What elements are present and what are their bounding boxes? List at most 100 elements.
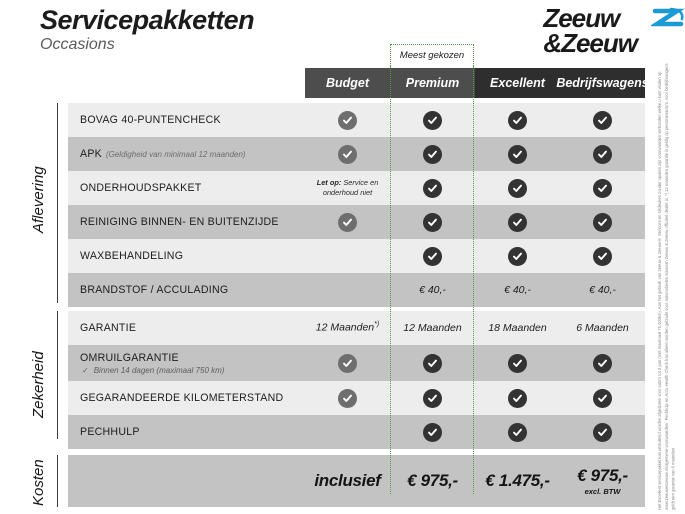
- section-label-zekerheid: Zekerheid: [30, 351, 47, 419]
- cell-check: [390, 137, 475, 171]
- row-label: GEGARANDEERDE KILOMETERSTAND: [68, 381, 305, 415]
- check-icon: [508, 144, 527, 164]
- row-label: OMRUILGARANTIE ✓ Binnen 14 dagen (maximaal…: [68, 345, 305, 381]
- row-cells: [305, 205, 645, 239]
- section-rule-aflevering: [57, 103, 58, 303]
- row-label-text: BOVAG 40-PUNTENCHECK: [80, 114, 221, 126]
- cell-value: 12 Maanden: [390, 311, 475, 345]
- cell-check: [560, 415, 645, 449]
- cost-price: € 1.475,-: [485, 471, 550, 490]
- section-rows-zekerheid: GARANTIE 12 Maanden*) 12 Maanden 18 Maanden…: [68, 311, 645, 449]
- check-icon: [338, 110, 357, 130]
- cell-value-text: € 40,-: [419, 283, 446, 296]
- footnote-marker: *): [374, 321, 380, 329]
- section-rule-kosten: [57, 455, 58, 507]
- check-icon: [593, 422, 612, 442]
- cell-check: [475, 345, 560, 381]
- check-icon: [508, 353, 527, 373]
- check-icon: [423, 246, 442, 266]
- table-row: REINIGING BINNEN- EN BUITENZIJDE: [68, 205, 645, 239]
- check-icon: [508, 110, 527, 130]
- page-header: Servicepakketten Occasions: [40, 5, 255, 55]
- row-label-text: BRANDSTOF / ACCULADING: [80, 284, 229, 296]
- table-row: WAXBEHANDELING: [68, 239, 645, 273]
- check-icon: [338, 212, 357, 232]
- row-cells: Let op: Service en onderhoud niet: [305, 171, 645, 205]
- check-icon: [593, 144, 612, 164]
- cost-cell: € 1.475,-: [475, 455, 560, 507]
- section-label-kosten: Kosten: [30, 459, 47, 507]
- check-icon: [423, 388, 442, 408]
- row-label-note: (Geldigheid van minimaal 12 maanden): [105, 150, 246, 159]
- table-row: PECHHULP: [68, 415, 645, 449]
- cost-price: inclusief: [314, 471, 381, 490]
- row-label-text: OMRUILGARANTIE: [80, 351, 179, 364]
- row-label-text: GEGARANDEERDE KILOMETERSTAND: [80, 392, 284, 404]
- column-header-excellent[interactable]: Excellent: [475, 68, 560, 98]
- cell-value-text: 6 Maanden: [576, 321, 629, 334]
- legal-fineprint-text: Het Excellent servicepakket kan uitsluit…: [657, 63, 676, 510]
- column-header-bedrijfswagens[interactable]: Bedrijfswagens: [556, 68, 649, 98]
- check-icon: [423, 353, 442, 373]
- table-row: GEGARANDEERDE KILOMETERSTAND: [68, 381, 645, 415]
- cell-check: [475, 205, 560, 239]
- cell-check: [390, 171, 475, 205]
- column-header-bar: Budget Premium Excellent Bedrijfswagens: [305, 68, 649, 98]
- check-icon: [508, 178, 527, 198]
- cell-check: [560, 205, 645, 239]
- check-icon: [508, 212, 527, 232]
- page-subtitle: Occasions: [40, 36, 115, 54]
- check-icon: [508, 388, 527, 408]
- row-cells: [305, 239, 645, 273]
- table-row: APK (Geldigheid van minimaal 12 maanden): [68, 137, 645, 171]
- row-label-text: APK (Geldigheid van minimaal 12 maanden): [80, 148, 246, 160]
- check-icon: [423, 212, 442, 232]
- cell-check: [475, 415, 560, 449]
- row-label: ONDERHOUDSPAKKET: [68, 171, 305, 205]
- row-cells: [305, 137, 645, 171]
- cost-cell: inclusief: [305, 455, 390, 507]
- row-cells: 12 Maanden*) 12 Maanden 18 Maanden 6 Maande…: [305, 311, 645, 345]
- cell-check: [475, 239, 560, 273]
- row-cells: € 40,- € 40,- € 40,-: [305, 273, 645, 307]
- most-chosen-badge: Meest gekozen: [390, 44, 474, 66]
- cell-check: [390, 345, 475, 381]
- cell-check: [390, 103, 475, 137]
- logo-line-2: &Zeeuw: [543, 27, 638, 58]
- column-header-budget[interactable]: Budget: [305, 68, 390, 98]
- cell-check: [475, 171, 560, 205]
- column-header-premium[interactable]: Premium: [390, 68, 475, 98]
- page-title: Servicepakketten: [40, 5, 255, 35]
- logo-swoosh-icon: [651, 7, 685, 27]
- cost-cell: € 975,- excl. BTW: [560, 455, 645, 507]
- logo-text-1: Zeeuw: [543, 3, 620, 33]
- cell-check: [560, 239, 645, 273]
- cell-check: [560, 381, 645, 415]
- cell-check: [305, 103, 390, 137]
- row-label: PECHHULP: [68, 415, 305, 449]
- section-rows-aflevering: BOVAG 40-PUNTENCHECK APK (Geldigheid van m…: [68, 103, 645, 307]
- cell-value: € 40,-: [390, 273, 475, 307]
- cell-check: [305, 205, 390, 239]
- cell-check: [560, 171, 645, 205]
- cell-note-text: Let op: Service en onderhoud niet: [316, 178, 379, 197]
- check-icon: [508, 246, 527, 266]
- row-label: REINIGING BINNEN- EN BUITENZIJDE: [68, 205, 305, 239]
- cell-note: Let op: Service en onderhoud niet: [305, 171, 390, 205]
- cell-value-text: 12 Maanden*): [315, 321, 380, 334]
- cell-check: [390, 205, 475, 239]
- row-cells: [305, 345, 645, 381]
- cost-price: € 975,-: [577, 466, 628, 485]
- brand-logo: Zeeuw &Zeeuw: [543, 3, 685, 58]
- check-icon: [593, 388, 612, 408]
- check-icon: [423, 178, 442, 198]
- check-icon: [338, 388, 357, 408]
- cell-value: 6 Maanden: [560, 311, 645, 345]
- row-label: APK (Geldigheid van minimaal 12 maanden): [68, 137, 305, 171]
- check-icon: [338, 144, 357, 164]
- cost-cell: € 975,-: [390, 455, 475, 507]
- row-label-text: REINIGING BINNEN- EN BUITENZIJDE: [80, 216, 279, 228]
- cell-value-text: € 40,-: [589, 283, 616, 296]
- table-row: GARANTIE 12 Maanden*) 12 Maanden 18 Maanden…: [68, 311, 645, 345]
